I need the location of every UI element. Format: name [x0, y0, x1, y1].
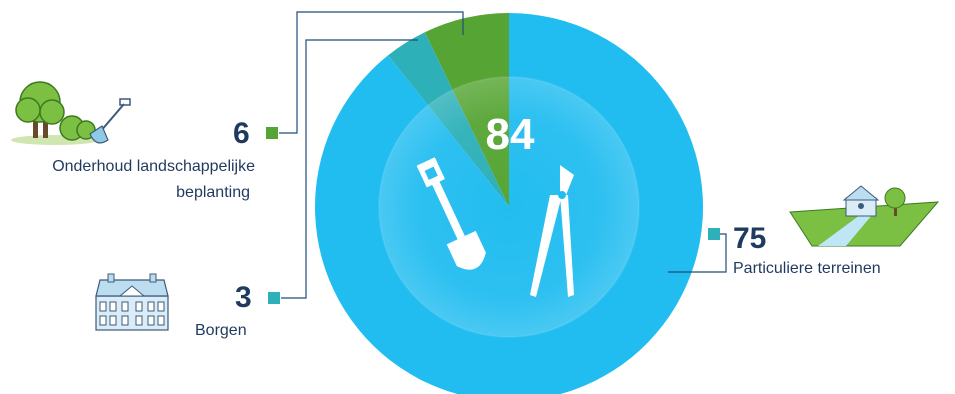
particuliere-legend-square — [708, 228, 720, 240]
onderhoud-label-line2: beplanting — [176, 184, 250, 201]
estate-landscape-icon — [789, 185, 940, 247]
borgen-label: Borgen — [195, 322, 247, 339]
onderhoud-label-line1: Onderhoud landschappelijke — [52, 158, 255, 175]
particuliere-value: 75 — [733, 222, 767, 255]
pie-slice-particuliere — [315, 13, 703, 394]
connector-particuliere — [668, 233, 727, 273]
connector-onderhoud — [279, 11, 464, 134]
borgen-legend-square — [268, 292, 280, 304]
onderhoud-value: 6 — [233, 117, 250, 150]
total-value: 84 — [485, 110, 535, 159]
particuliere-label: Particuliere terreinen — [733, 260, 881, 277]
connector-borgen — [281, 39, 418, 299]
borgen-value: 3 — [235, 281, 252, 314]
manor-house-icon — [95, 273, 169, 331]
inner-ring — [378, 76, 640, 338]
onderhoud-legend-square — [266, 127, 278, 139]
shovel-and-pruner-icon — [416, 157, 574, 297]
trees-and-shovel-icon — [11, 81, 131, 145]
